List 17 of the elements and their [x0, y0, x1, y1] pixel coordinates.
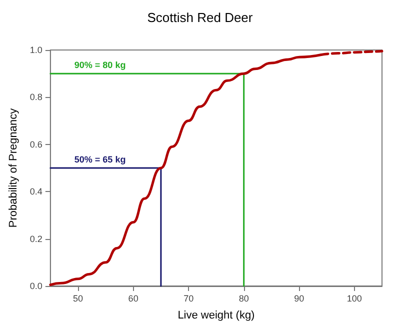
annotation: 50% = 65 kg — [74, 154, 126, 164]
x-tick-label: 100 — [346, 294, 362, 304]
y-tick-label: 1.0 — [30, 45, 42, 55]
y-axis-title: Probability of Pregnancy — [8, 108, 20, 228]
annotation: 90% = 80 kg — [74, 60, 126, 70]
chart-title: Scottish Red Deer — [147, 10, 254, 25]
y-tick-label: 0.6 — [30, 139, 42, 150]
y-tick-label: 0.8 — [30, 92, 42, 102]
x-tick-label: 80 — [238, 294, 249, 304]
x-tick-label: 50 — [73, 294, 84, 304]
x-tick-label: 90 — [294, 294, 304, 304]
y-tick-label: 0.2 — [30, 234, 42, 244]
x-tick-label: 60 — [128, 294, 138, 304]
x-axis-title: Live weight (kg) — [178, 310, 255, 322]
y-tick-label: 0.0 — [30, 281, 42, 291]
x-tick-label: 70 — [184, 294, 194, 304]
y-tick-label: 0.4 — [30, 186, 42, 197]
